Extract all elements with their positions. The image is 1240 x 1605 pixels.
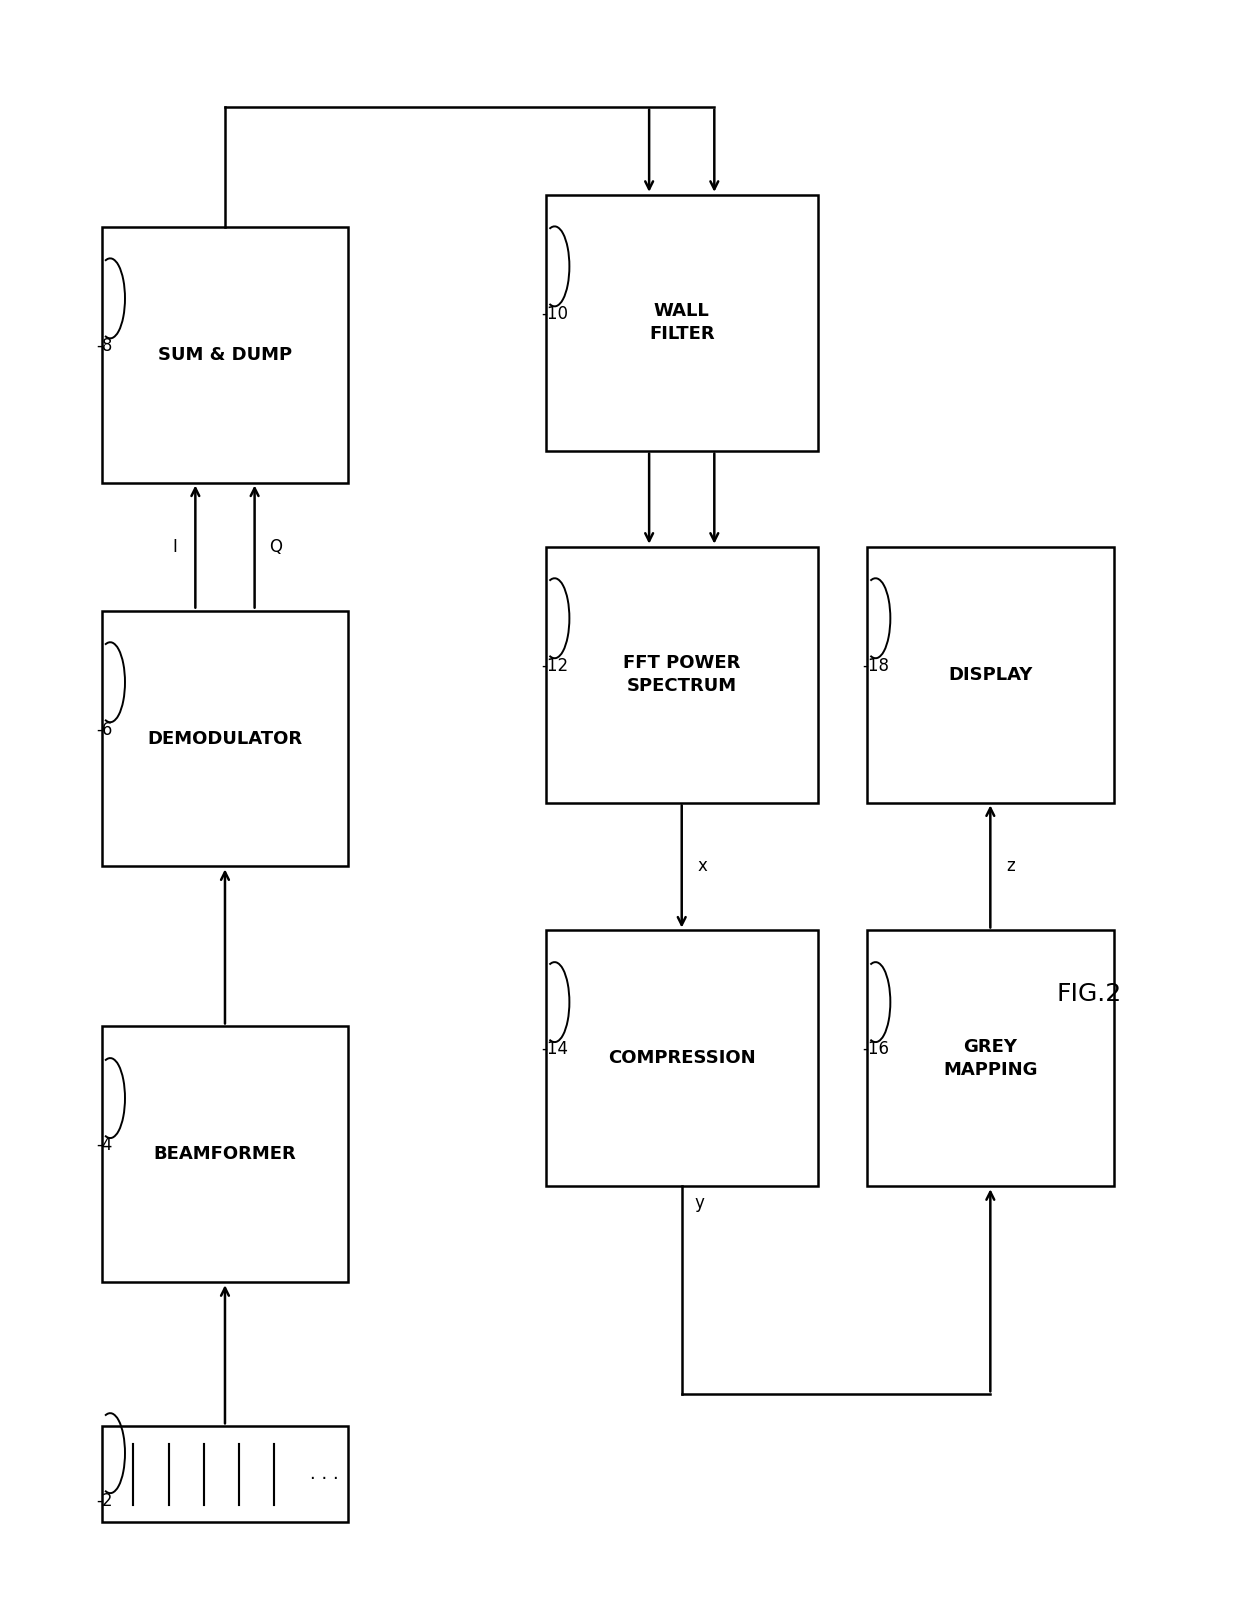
Text: -4: -4: [97, 1136, 113, 1154]
Text: DEMODULATOR: DEMODULATOR: [148, 730, 303, 748]
Text: DISPLAY: DISPLAY: [949, 666, 1033, 684]
Text: . . .: . . .: [310, 1465, 339, 1483]
Text: -18: -18: [862, 656, 889, 674]
Text: -12: -12: [541, 656, 568, 674]
Bar: [102, 610, 348, 867]
Text: Q: Q: [269, 538, 283, 555]
Text: COMPRESSION: COMPRESSION: [608, 1050, 755, 1067]
Text: FIG.2: FIG.2: [1056, 982, 1122, 1006]
Text: -8: -8: [97, 337, 113, 355]
Text: x: x: [698, 857, 708, 875]
Text: FFT POWER
SPECTRUM: FFT POWER SPECTRUM: [622, 653, 740, 695]
Bar: [867, 931, 1114, 1186]
Text: I: I: [172, 538, 177, 555]
Text: y: y: [694, 1194, 704, 1212]
Text: BEAMFORMER: BEAMFORMER: [154, 1146, 296, 1164]
Bar: [546, 931, 817, 1186]
Bar: [546, 194, 817, 451]
Text: GREY
MAPPING: GREY MAPPING: [944, 1037, 1038, 1079]
Text: z: z: [1007, 857, 1016, 875]
Text: -16: -16: [862, 1040, 889, 1058]
Bar: [546, 547, 817, 802]
Text: -6: -6: [97, 721, 113, 738]
Bar: [102, 226, 348, 483]
Text: -14: -14: [541, 1040, 568, 1058]
Text: -10: -10: [541, 305, 568, 323]
Text: WALL
FILTER: WALL FILTER: [649, 302, 714, 343]
Text: -2: -2: [97, 1491, 113, 1510]
Bar: [102, 1427, 348, 1522]
Bar: [867, 547, 1114, 802]
Text: SUM & DUMP: SUM & DUMP: [157, 345, 293, 364]
Bar: [102, 1027, 348, 1282]
